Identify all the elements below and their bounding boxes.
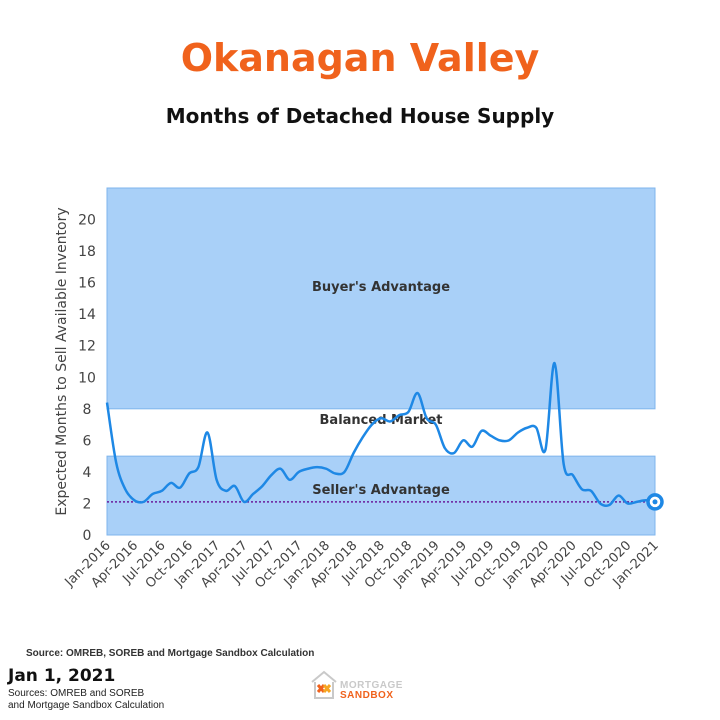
y-tick-label: 0	[83, 528, 92, 544]
zone-buyer-s-advantage	[106, 187, 656, 410]
series-endpoint-dot	[652, 499, 658, 505]
y-tick-label: 2	[83, 496, 92, 512]
zone-label-seller-s-advantage: Seller's Advantage	[312, 483, 450, 498]
y-tick-label: 4	[83, 465, 92, 481]
chart-subtitle: Months of Detached House Supply	[165, 104, 555, 128]
zone-label-buyer-s-advantage: Buyer's Advantage	[312, 280, 450, 295]
y-tick-label: 12	[78, 339, 96, 355]
publish-date: Jan 1, 2021	[8, 666, 116, 686]
y-tick-label: 18	[78, 244, 96, 260]
supply-chart: Buyer's Advantage Balanced Market Seller's…	[54, 187, 664, 591]
page-title: Okanagan Valley	[180, 36, 540, 80]
y-tick-label: 6	[83, 433, 92, 449]
series-line	[105, 361, 656, 507]
y-tick-label: 20	[78, 213, 96, 229]
y-tick-label: 10	[78, 370, 96, 386]
footer-sources: Sources: OMREB and SOREB and Mortgage Sa…	[8, 688, 164, 712]
y-tick-label: 14	[78, 307, 96, 323]
chart-source-note: Source: OMREB, SOREB and Mortgage Sandbo…	[26, 648, 315, 659]
y-tick-label: 16	[78, 276, 96, 292]
logo-house-icon	[311, 670, 337, 699]
mortgage-sandbox-logo: MORTGAGE SANDBOX	[310, 664, 420, 708]
logo-text-sandbox: SANDBOX	[340, 690, 394, 701]
sources-line-2: and Mortgage Sandbox Calculation	[8, 700, 165, 711]
zone-label-balanced-market: Balanced Market	[320, 413, 443, 428]
y-tick-label: 8	[83, 402, 92, 418]
logo-text-mortgage: MORTGAGE	[340, 680, 403, 691]
sources-line-1: Sources: OMREB and SOREB	[8, 688, 145, 699]
y-axis-label: Expected Months to Sell Available Invent…	[54, 207, 70, 515]
